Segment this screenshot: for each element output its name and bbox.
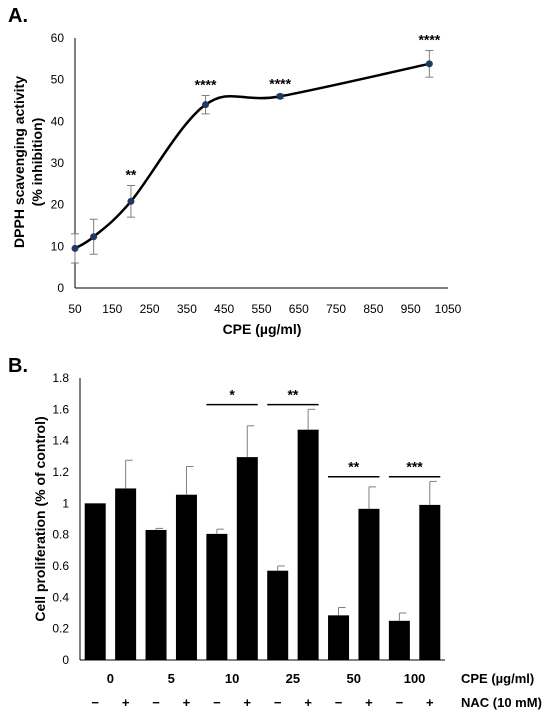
- panel-a-significance-label: **: [125, 167, 136, 183]
- panel-b-y-tick-label: 0.8: [52, 528, 69, 542]
- panel-b-y-tick-label: 0.4: [52, 590, 69, 604]
- panel-a-y-tick-label: 60: [51, 31, 65, 45]
- panel-b-y-tick-label: 1.8: [52, 371, 69, 385]
- panel-b-y-tick-label: 0.6: [52, 559, 69, 573]
- panel-a-y-tick-label: 50: [51, 73, 65, 87]
- panel-b-plot: 0 0.2 0.4 0.6 0.8 1 1.2 1.4 1.6 1.8 − + − + − + − + − + − +0 5…: [52, 371, 445, 710]
- panel-b-bar: [145, 529, 167, 660]
- panel-b-y-tick-label: 0: [62, 653, 69, 667]
- panel-b-bar: [297, 429, 319, 660]
- panel-b-bar: [175, 494, 197, 660]
- panel-b-nac-sign: −: [213, 695, 221, 710]
- panel-b-significance-label: *: [229, 387, 235, 403]
- panel-a-plot: 50 150 250 350 450 550 650 750 850 950 1050 0 10 20 30…: [51, 31, 462, 316]
- panel-b-bar: [388, 620, 410, 660]
- panel-b-bar: [267, 570, 289, 660]
- panel-b-cpe-label: CPE (µg/ml): [461, 671, 534, 686]
- panel-b-nac-sign: +: [365, 695, 373, 710]
- panel-a-x-tick-label: 350: [177, 302, 197, 316]
- panel-b-y-tick-label: 1.4: [52, 434, 69, 448]
- panel-a-y-tick-label: 40: [51, 114, 65, 128]
- panel-b-bar: [115, 488, 137, 660]
- panel-b-significance-label: ***: [406, 459, 423, 475]
- panel-a-data-point: [90, 233, 98, 241]
- panel-b-cpe-group-label: 10: [225, 671, 239, 686]
- panel-a-y-tick-label: 10: [51, 239, 65, 253]
- panel-b-nac-sign: −: [152, 695, 160, 710]
- panel-b-bar: [328, 615, 350, 660]
- panel-a-x-tick-label: 750: [326, 302, 346, 316]
- panel-a-x-tick-label: 50: [68, 302, 82, 316]
- panel-a-significance-label: ****: [269, 75, 291, 91]
- panel-b-nac-sign: +: [183, 695, 191, 710]
- panel-b-cpe-group-label: 0: [107, 671, 114, 686]
- panel-b-y-tick-label: 1.6: [52, 402, 69, 416]
- panel-a-data-point: [425, 60, 433, 68]
- panel-b-y-tick-label: 1: [62, 496, 69, 510]
- panel-a-data-point: [276, 92, 284, 100]
- panel-b-label: B.: [8, 355, 28, 377]
- panel-a-y-tick-label: 20: [51, 198, 65, 212]
- panel-a-y-tick-label: 0: [57, 281, 64, 295]
- panel-b-bar: [419, 504, 441, 660]
- panel-a-label: A.: [8, 5, 28, 27]
- panel-a-x-tick-label: 1050: [435, 302, 462, 316]
- panel-b-nac-sign: +: [426, 695, 434, 710]
- panel-b-nac-sign: +: [304, 695, 312, 710]
- panel-a-y-tick-label: 30: [51, 156, 65, 170]
- panel-b-bar: [206, 533, 228, 660]
- panel-b-nac-sign: −: [335, 695, 343, 710]
- panel-a-series-line: [74, 62, 430, 250]
- panel-b-nac-sign: −: [91, 695, 99, 710]
- panel-b-bar: [358, 508, 380, 660]
- panel-a-x-tick-label: 250: [140, 302, 160, 316]
- panel-a-data-point: [127, 197, 135, 205]
- panel-a-x-tick-label: 550: [251, 302, 271, 316]
- panel-a-y-axis-label-line2: (% inhibition): [29, 118, 45, 207]
- panel-b-nac-sign: +: [122, 695, 130, 710]
- panel-b-significance-label: **: [348, 459, 359, 475]
- panel-b-nac-sign: −: [274, 695, 282, 710]
- panel-a-x-axis-label: CPE (µg/ml): [223, 321, 302, 337]
- panel-b-nac-label: NAC (10 mM): [461, 695, 542, 710]
- panel-b-y-tick-label: 0.2: [52, 622, 69, 636]
- panel-b-y-axis-label: Cell proliferation (% of control): [32, 416, 48, 621]
- panel-a-data-point: [202, 101, 210, 109]
- panel-b-bar: [84, 503, 106, 660]
- panel-b-cpe-group-label: 25: [286, 671, 300, 686]
- panel-a-x-tick-label: 450: [214, 302, 234, 316]
- panel-a-significance-label: ****: [195, 77, 217, 93]
- panel-b-significance-label: **: [287, 387, 298, 403]
- panel-a-x-tick-label: 950: [401, 302, 421, 316]
- panel-b-bar: [236, 457, 258, 660]
- panel-a-significance-label: ****: [418, 32, 440, 48]
- panel-b-cpe-group-label: 5: [168, 671, 175, 686]
- panel-a-x-tick-label: 850: [363, 302, 383, 316]
- panel-b-nac-sign: −: [396, 695, 404, 710]
- panel-a-data-point: [71, 244, 79, 252]
- panel-b-y-tick-label: 1.2: [52, 465, 69, 479]
- panel-a-y-axis-label-line1: DPPH scavenging activity: [11, 76, 27, 248]
- panel-b-nac-sign: +: [243, 695, 251, 710]
- panel-b-cpe-group-label: 50: [347, 671, 361, 686]
- panel-a-x-tick-label: 150: [102, 302, 122, 316]
- panel-a-x-tick-label: 650: [289, 302, 309, 316]
- panel-b-cpe-group-label: 100: [404, 671, 426, 686]
